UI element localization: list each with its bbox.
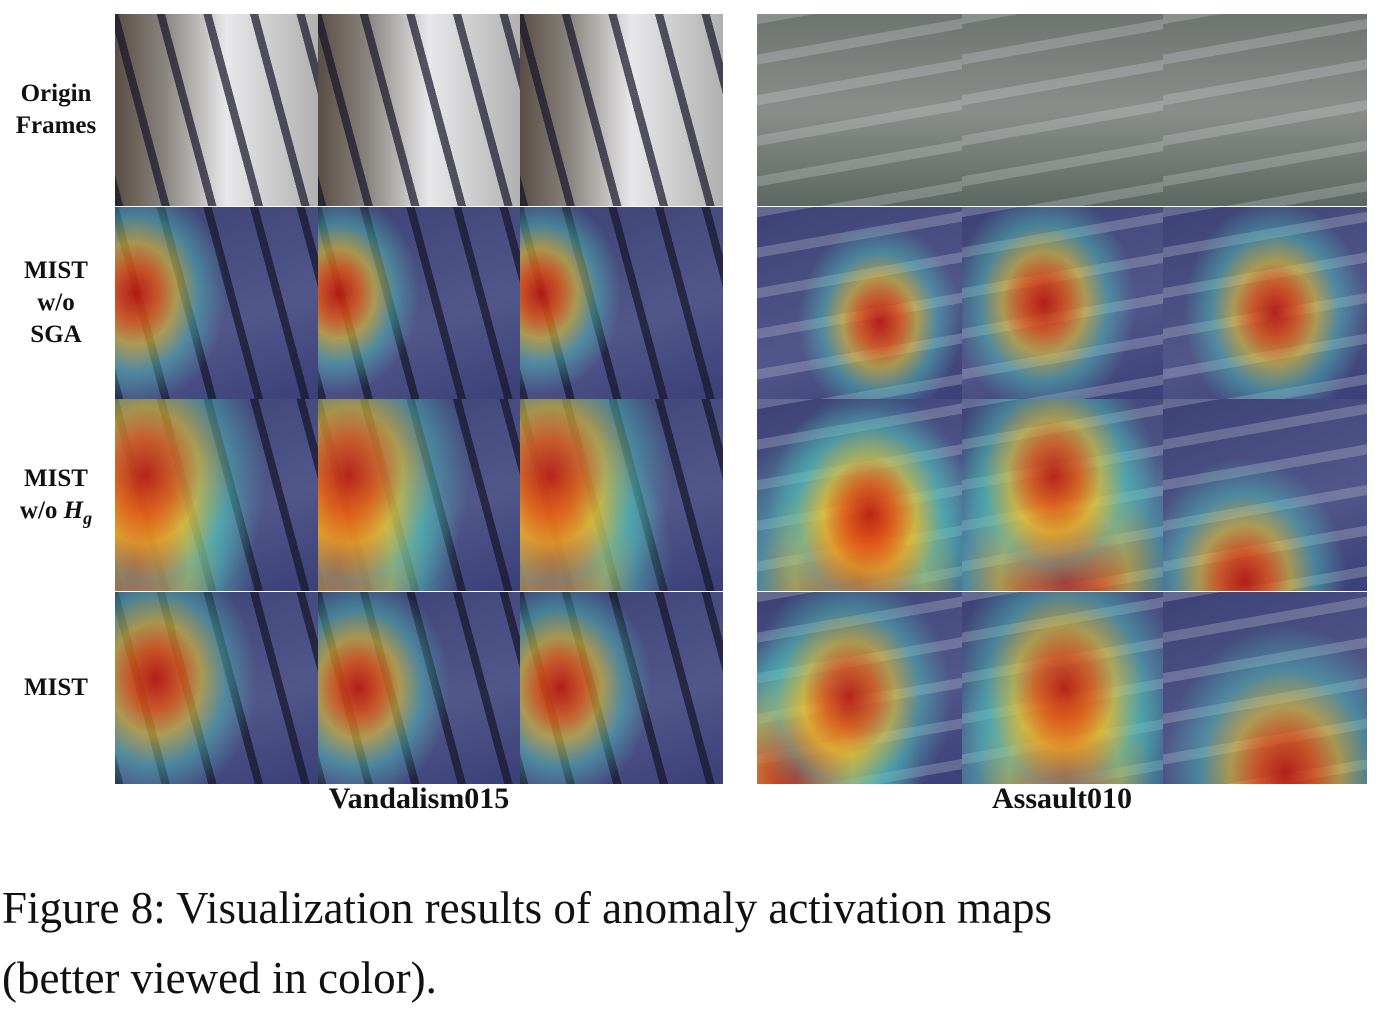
row-label: MIST w/o SGA — [0, 255, 112, 351]
frame-tile — [1163, 399, 1367, 591]
frame-tile — [318, 592, 521, 784]
frame-tile — [520, 207, 723, 399]
row-label-line: MIST — [24, 465, 88, 492]
frame-tile — [757, 592, 962, 784]
label-text: w/o — [19, 497, 58, 524]
frame-tile — [520, 399, 723, 591]
frame-tile — [520, 592, 723, 784]
group-caption: Assault010 — [991, 782, 1133, 815]
frame-tile — [962, 207, 1167, 399]
row-label: MIST — [0, 672, 112, 704]
figure-caption: (better viewed in color). — [2, 953, 437, 1003]
frame-tile — [757, 207, 962, 399]
row-label: MIST w/o Hg — [0, 463, 112, 534]
frame-tile — [757, 399, 962, 591]
frame-tile — [962, 592, 1167, 784]
frame-tile — [757, 14, 962, 206]
row-label-line: MIST — [24, 257, 88, 284]
frame-tile — [318, 399, 521, 591]
frame-tile — [1163, 14, 1367, 206]
frame-tile — [962, 14, 1167, 206]
row-label-line: w/o Hg — [0, 495, 112, 534]
row-label: Origin Frames — [0, 78, 112, 142]
math-symbol: H — [63, 497, 84, 524]
math-subscript: g — [83, 508, 93, 528]
frame-tile — [318, 207, 521, 399]
frame-tile — [1163, 207, 1367, 399]
frame-tile — [115, 207, 318, 399]
row-label-line: w/o — [37, 289, 75, 316]
row-label-line: Frames — [15, 112, 97, 139]
frame-tile — [115, 592, 318, 784]
row-label-line: SGA — [30, 321, 82, 348]
frame-tile — [1163, 592, 1367, 784]
frame-tile — [962, 399, 1167, 591]
frame-tile — [318, 14, 521, 206]
row-label-line: Origin — [20, 80, 92, 107]
frame-tile — [115, 399, 318, 591]
frame-tile — [115, 14, 318, 206]
group-caption: Vandalism015 — [328, 782, 510, 815]
frame-tile — [520, 14, 723, 206]
row-label-line: MIST — [24, 674, 88, 701]
figure-caption: Figure 8: Visualization results of anoma… — [2, 883, 1053, 933]
